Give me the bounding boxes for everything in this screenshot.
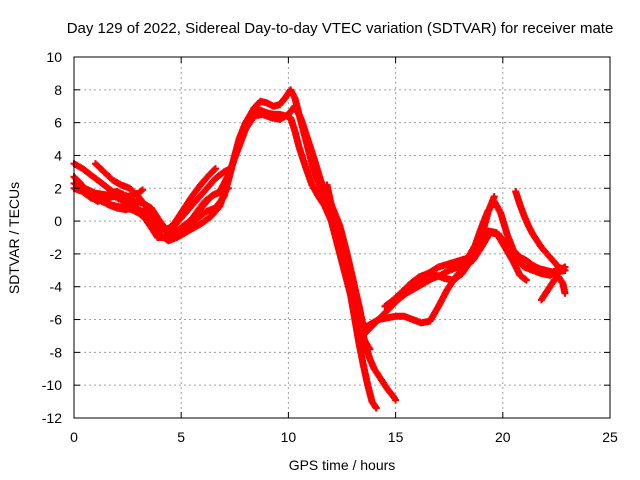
y-tick-label: 10	[46, 49, 62, 65]
series-0	[70, 106, 380, 412]
data-point-marker	[522, 276, 530, 284]
data-point-marker	[210, 166, 218, 174]
data-point-marker	[224, 184, 232, 192]
series-13	[537, 273, 569, 304]
data-point-marker	[372, 404, 380, 412]
x-axis-label: GPS time / hours	[289, 457, 396, 473]
series-2	[70, 102, 367, 332]
data-point-marker	[366, 345, 374, 353]
y-tick-label: -12	[42, 410, 62, 426]
y-tick-label: -6	[50, 312, 63, 328]
x-tick-label: 5	[177, 429, 185, 445]
data-point-marker	[139, 186, 147, 194]
series-11	[402, 192, 498, 294]
data-point-marker	[561, 289, 569, 297]
data-point-marker	[561, 266, 569, 274]
y-tick-label: -2	[50, 246, 63, 262]
series-7	[323, 181, 374, 353]
y-tick-label: 8	[54, 82, 62, 98]
data-point-marker	[212, 165, 220, 173]
x-tick-label: 10	[281, 429, 297, 445]
data-points	[70, 86, 569, 412]
x-tick-labels: 0 5 10 15 20 25	[70, 429, 618, 445]
y-tick-label: -8	[50, 344, 63, 360]
series-6	[166, 184, 232, 238]
chart-title: Day 129 of 2022, Sidereal Day-to-day VTE…	[67, 20, 614, 37]
series-12	[512, 188, 569, 274]
y-tick-label: 0	[54, 213, 62, 229]
data-point-marker	[227, 165, 235, 173]
y-axis-label: SDTVAR / TECUs	[6, 182, 22, 294]
y-tick-label: -10	[42, 377, 62, 393]
y-tick-label: 2	[54, 180, 62, 196]
y-tick-labels: 10 8 6 4 2 0 -2 -4 -6 -8 -10 -12	[42, 49, 62, 426]
y-tick-label: -4	[50, 279, 63, 295]
data-point-marker	[490, 192, 498, 200]
y-tick-label: 6	[54, 115, 62, 131]
data-point-marker	[392, 396, 400, 404]
x-tick-label: 15	[388, 429, 404, 445]
x-tick-label: 0	[70, 429, 78, 445]
y-tick-label: 4	[54, 147, 62, 163]
axis-ticks	[73, 56, 611, 419]
plot-frame	[73, 56, 611, 419]
x-tick-label: 20	[495, 429, 511, 445]
x-tick-label: 25	[602, 429, 618, 445]
series-5	[76, 165, 220, 235]
series-1	[70, 86, 400, 404]
